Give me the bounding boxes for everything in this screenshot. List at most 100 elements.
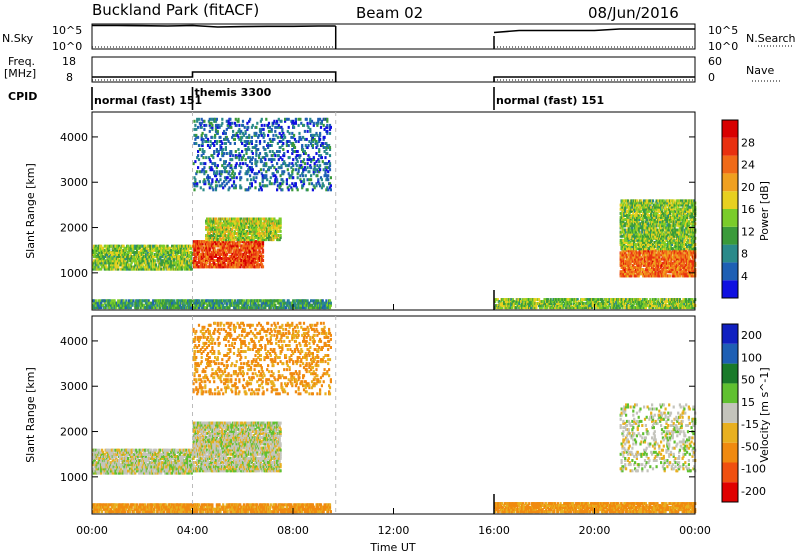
power-cell-3233 <box>215 123 218 127</box>
power-cell-3525 <box>255 131 258 135</box>
power-cell-3204 <box>214 172 217 176</box>
power-cell-1789 <box>204 261 207 265</box>
power-cell-3713 <box>281 158 284 162</box>
power-cell-1636 <box>319 306 323 310</box>
power-cell-548 <box>150 259 153 263</box>
power-cell-2057 <box>230 257 233 260</box>
power-cell-3257 <box>220 184 223 188</box>
power-cell-3740 <box>285 142 288 145</box>
power-cell-1812 <box>206 261 209 265</box>
power-cell-707 <box>168 265 171 269</box>
power-cell-1885 <box>213 263 216 267</box>
power-cell-1458 <box>262 301 265 305</box>
power-cell-2301 <box>252 252 256 256</box>
power-cell-194 <box>112 253 115 256</box>
power-cell-3812 <box>295 154 298 158</box>
power-cell-3053 <box>279 234 282 237</box>
power-cell-2602 <box>229 234 232 237</box>
power-cell-7 <box>92 265 96 269</box>
power-cell-3487 <box>250 162 253 166</box>
power-cell-3143 <box>205 156 208 160</box>
power-cell-3980 <box>318 135 321 139</box>
power-cell-364 <box>130 257 133 261</box>
power-cell-1768 <box>201 250 204 254</box>
power-cell-3929 <box>311 133 314 137</box>
power-cell-1440 <box>257 301 260 305</box>
power-cell-3211 <box>214 117 217 121</box>
power-cell-3964 <box>317 180 320 184</box>
power-cell-3836 <box>300 180 303 184</box>
power-cell-727 <box>170 259 173 263</box>
power-cell-749 <box>172 259 175 263</box>
power-cell-400 <box>134 244 137 248</box>
power-cell-271 <box>120 248 123 252</box>
power-cell-1473 <box>267 301 271 305</box>
power-cell-499 <box>144 261 148 265</box>
power-cell-3574 <box>263 176 266 180</box>
power-cell-965 <box>104 303 107 307</box>
power-cell-3715 <box>281 135 284 139</box>
power-cell-4065 <box>328 146 332 149</box>
power-cell-2931 <box>265 217 268 221</box>
power-cell-208 <box>114 263 117 267</box>
power-cell-1039 <box>127 299 131 303</box>
power-cell-3349 <box>231 168 234 172</box>
power-cell-3236 <box>216 154 219 158</box>
power-cell-3816 <box>296 172 299 176</box>
power-cell-886 <box>187 257 190 261</box>
power-cell-3938 <box>313 186 316 190</box>
power-cell-3225 <box>215 170 218 174</box>
power-cell-3089 <box>197 150 200 153</box>
power-cell-3419 <box>241 142 244 145</box>
power-cell-456 <box>140 261 143 265</box>
power-cell-3735 <box>284 164 288 168</box>
power-cell-2362 <box>259 263 262 267</box>
power-cell-3819 <box>297 170 300 174</box>
power-cell-3405 <box>239 170 242 174</box>
power-cell-3827 <box>298 156 301 160</box>
power-cell-1233 <box>190 303 193 307</box>
power-cell-2428 <box>209 238 212 242</box>
power-cell-1387 <box>241 306 244 310</box>
power-cell-1936 <box>217 240 220 244</box>
power-cell-2317 <box>254 261 257 265</box>
power-cell-985 <box>110 299 113 303</box>
power-cell-1616 <box>313 303 316 307</box>
power-cell-2138 <box>237 240 240 244</box>
power-cell-3786 <box>292 135 295 139</box>
power-cell-3567 <box>262 164 265 168</box>
power-cell-3208 <box>214 135 217 139</box>
power-cell-3708 <box>281 188 284 192</box>
power-cell-3106 <box>200 137 203 141</box>
power-cell-355 <box>129 253 132 256</box>
power-cell-3848 <box>301 146 304 149</box>
power-cell-2785 <box>249 219 252 223</box>
power-cell-1942 <box>218 254 221 258</box>
power-cell-3841 <box>300 121 303 125</box>
power-cell-3571 <box>262 131 265 135</box>
power-cell-1731 <box>197 248 201 252</box>
power-cell-3628 <box>270 144 273 147</box>
power-cell-1242 <box>194 306 197 310</box>
power-cell-3485 <box>250 170 253 174</box>
power-cell-3703 <box>280 164 283 168</box>
power-cell-2378 <box>261 257 264 260</box>
power-cell-4018 <box>324 172 327 176</box>
power-cell-1758 <box>200 252 203 256</box>
power-cell-3110 <box>200 121 203 125</box>
power-cell-148 <box>108 263 111 267</box>
power-cell-3683 <box>278 186 281 190</box>
power-cell-3443 <box>245 150 248 153</box>
power-cell-3229 <box>215 142 218 145</box>
power-cell-3932 <box>312 170 315 174</box>
power-cell-892 <box>188 263 191 267</box>
power-cell-3423 <box>241 156 245 160</box>
power-cell-3216 <box>214 174 218 178</box>
power-cell-3828 <box>298 137 301 141</box>
power-cell-3833 <box>299 154 302 158</box>
power-cell-1551 <box>293 306 296 310</box>
power-cell-3132 <box>203 166 206 170</box>
power-cell-3818 <box>296 150 299 153</box>
power-cell-2530 <box>221 221 224 225</box>
